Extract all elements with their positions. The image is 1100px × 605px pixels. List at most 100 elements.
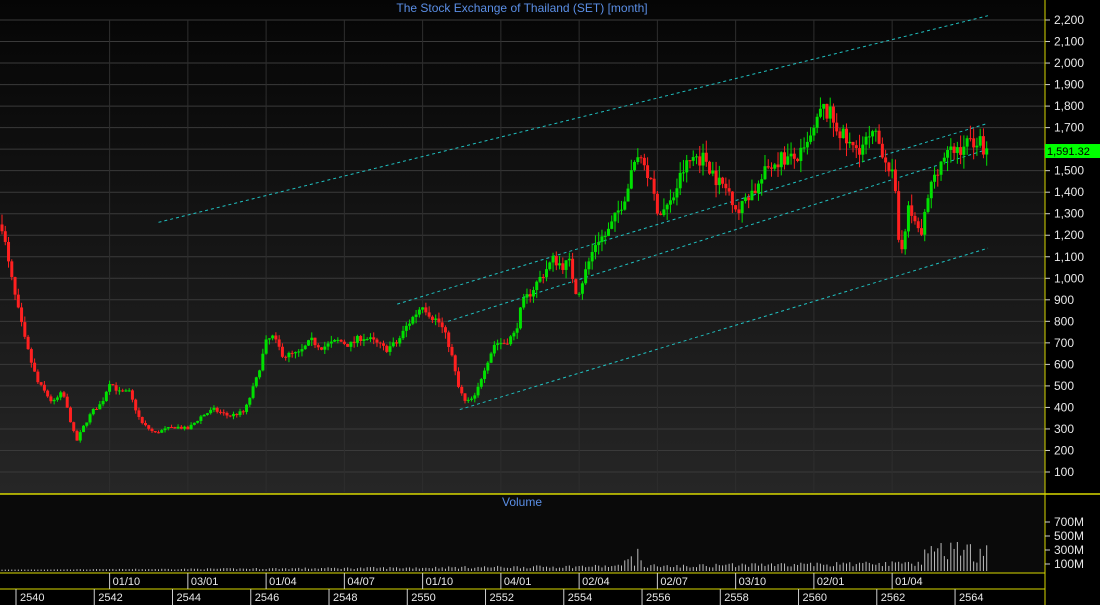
candle-body bbox=[600, 236, 604, 243]
candle-body bbox=[404, 325, 408, 331]
candle-body bbox=[610, 221, 614, 229]
candle-body bbox=[955, 147, 959, 153]
candle-body bbox=[417, 309, 421, 315]
candle-body bbox=[802, 147, 806, 149]
candle-body bbox=[701, 152, 705, 166]
candle-body bbox=[652, 178, 656, 194]
candle-body bbox=[238, 411, 242, 416]
candle-body bbox=[554, 255, 558, 266]
candle-body bbox=[597, 242, 601, 246]
candle-body bbox=[365, 339, 369, 341]
candle-body bbox=[196, 420, 200, 423]
candle-body bbox=[642, 157, 646, 166]
y-tick-label: 1,800 bbox=[1054, 99, 1084, 113]
candle-body bbox=[245, 404, 249, 412]
candle-body bbox=[851, 141, 855, 146]
candle-body bbox=[489, 353, 493, 363]
candle-body bbox=[691, 157, 695, 161]
candle-body bbox=[336, 339, 340, 341]
candle-body bbox=[421, 307, 425, 310]
y-tick-label: 900 bbox=[1054, 293, 1074, 307]
candle-body bbox=[750, 190, 754, 201]
svg-text:1,591.32: 1,591.32 bbox=[1047, 146, 1090, 158]
candle-body bbox=[949, 146, 953, 150]
candle-body bbox=[835, 122, 839, 132]
candle-body bbox=[7, 241, 11, 262]
candle-body bbox=[593, 245, 597, 252]
candle-body bbox=[264, 339, 268, 354]
candle-body bbox=[646, 165, 650, 179]
candle-body bbox=[558, 263, 562, 266]
candle-body bbox=[561, 263, 565, 270]
channel-line bbox=[397, 122, 989, 305]
candle-body bbox=[695, 156, 699, 158]
candle-body bbox=[117, 390, 121, 392]
candle-body bbox=[424, 307, 428, 313]
candle-body bbox=[910, 205, 914, 216]
candle-body bbox=[818, 108, 822, 117]
candle-body bbox=[854, 145, 858, 149]
candle-body bbox=[968, 138, 972, 140]
price-panel bbox=[0, 0, 1045, 494]
volume-panel bbox=[0, 495, 1045, 573]
x-year-label: 2564 bbox=[959, 592, 983, 604]
candle-body bbox=[147, 425, 151, 429]
candle-body bbox=[580, 283, 584, 294]
candle-body bbox=[163, 428, 167, 431]
volume-tick-label: 500M bbox=[1054, 529, 1084, 543]
candle-body bbox=[329, 341, 333, 344]
candle-body bbox=[443, 327, 447, 333]
candle-body bbox=[450, 346, 454, 356]
candle-body bbox=[157, 432, 161, 434]
candle-body bbox=[893, 169, 897, 192]
candle-body bbox=[571, 258, 575, 280]
candle-body bbox=[456, 371, 460, 387]
x-year-label: 2546 bbox=[255, 592, 279, 604]
candle-body bbox=[228, 415, 232, 417]
candle-body bbox=[62, 392, 66, 397]
x-year-label: 2558 bbox=[724, 592, 748, 604]
volume-tick-label: 100M bbox=[1054, 557, 1084, 571]
x-tick-label: 01/04 bbox=[895, 576, 923, 588]
candle-body bbox=[698, 156, 702, 166]
candle-body bbox=[248, 397, 252, 405]
candle-body bbox=[587, 261, 591, 270]
y-tick-label: 1,300 bbox=[1054, 207, 1084, 221]
y-tick-label: 1,100 bbox=[1054, 250, 1084, 264]
candle-body bbox=[809, 135, 813, 142]
x-year-label: 2548 bbox=[333, 592, 357, 604]
candle-body bbox=[525, 294, 529, 298]
candle-body bbox=[760, 179, 764, 184]
candle-body bbox=[946, 149, 950, 158]
candle-body bbox=[130, 390, 134, 400]
candle-body bbox=[838, 131, 842, 139]
x-tick-label: 02/01 bbox=[817, 576, 845, 588]
x-year-label: 2562 bbox=[881, 592, 905, 604]
candle-body bbox=[10, 261, 14, 278]
candle-body bbox=[199, 416, 203, 421]
candle-body bbox=[72, 422, 76, 431]
candle-body bbox=[91, 409, 95, 415]
candle-body bbox=[39, 382, 43, 385]
candle-body bbox=[300, 349, 304, 352]
candle-body bbox=[342, 341, 346, 344]
candle-body bbox=[877, 130, 881, 144]
candle-body bbox=[267, 338, 271, 340]
candle-body bbox=[636, 157, 640, 162]
candle-body bbox=[509, 336, 513, 345]
candle-body bbox=[805, 141, 809, 148]
candle-body bbox=[919, 228, 923, 235]
candle-body bbox=[241, 411, 245, 413]
y-tick-label: 1,500 bbox=[1054, 164, 1084, 178]
candle-body bbox=[965, 138, 969, 147]
candle-body bbox=[815, 116, 819, 128]
candle-body bbox=[649, 178, 653, 180]
candle-body bbox=[150, 428, 154, 432]
candle-body bbox=[346, 343, 350, 347]
candle-body bbox=[929, 181, 933, 199]
y-tick-label: 800 bbox=[1054, 314, 1074, 328]
candle-body bbox=[352, 341, 356, 343]
candle-body bbox=[959, 147, 963, 155]
x-year-label: 2554 bbox=[568, 592, 592, 604]
